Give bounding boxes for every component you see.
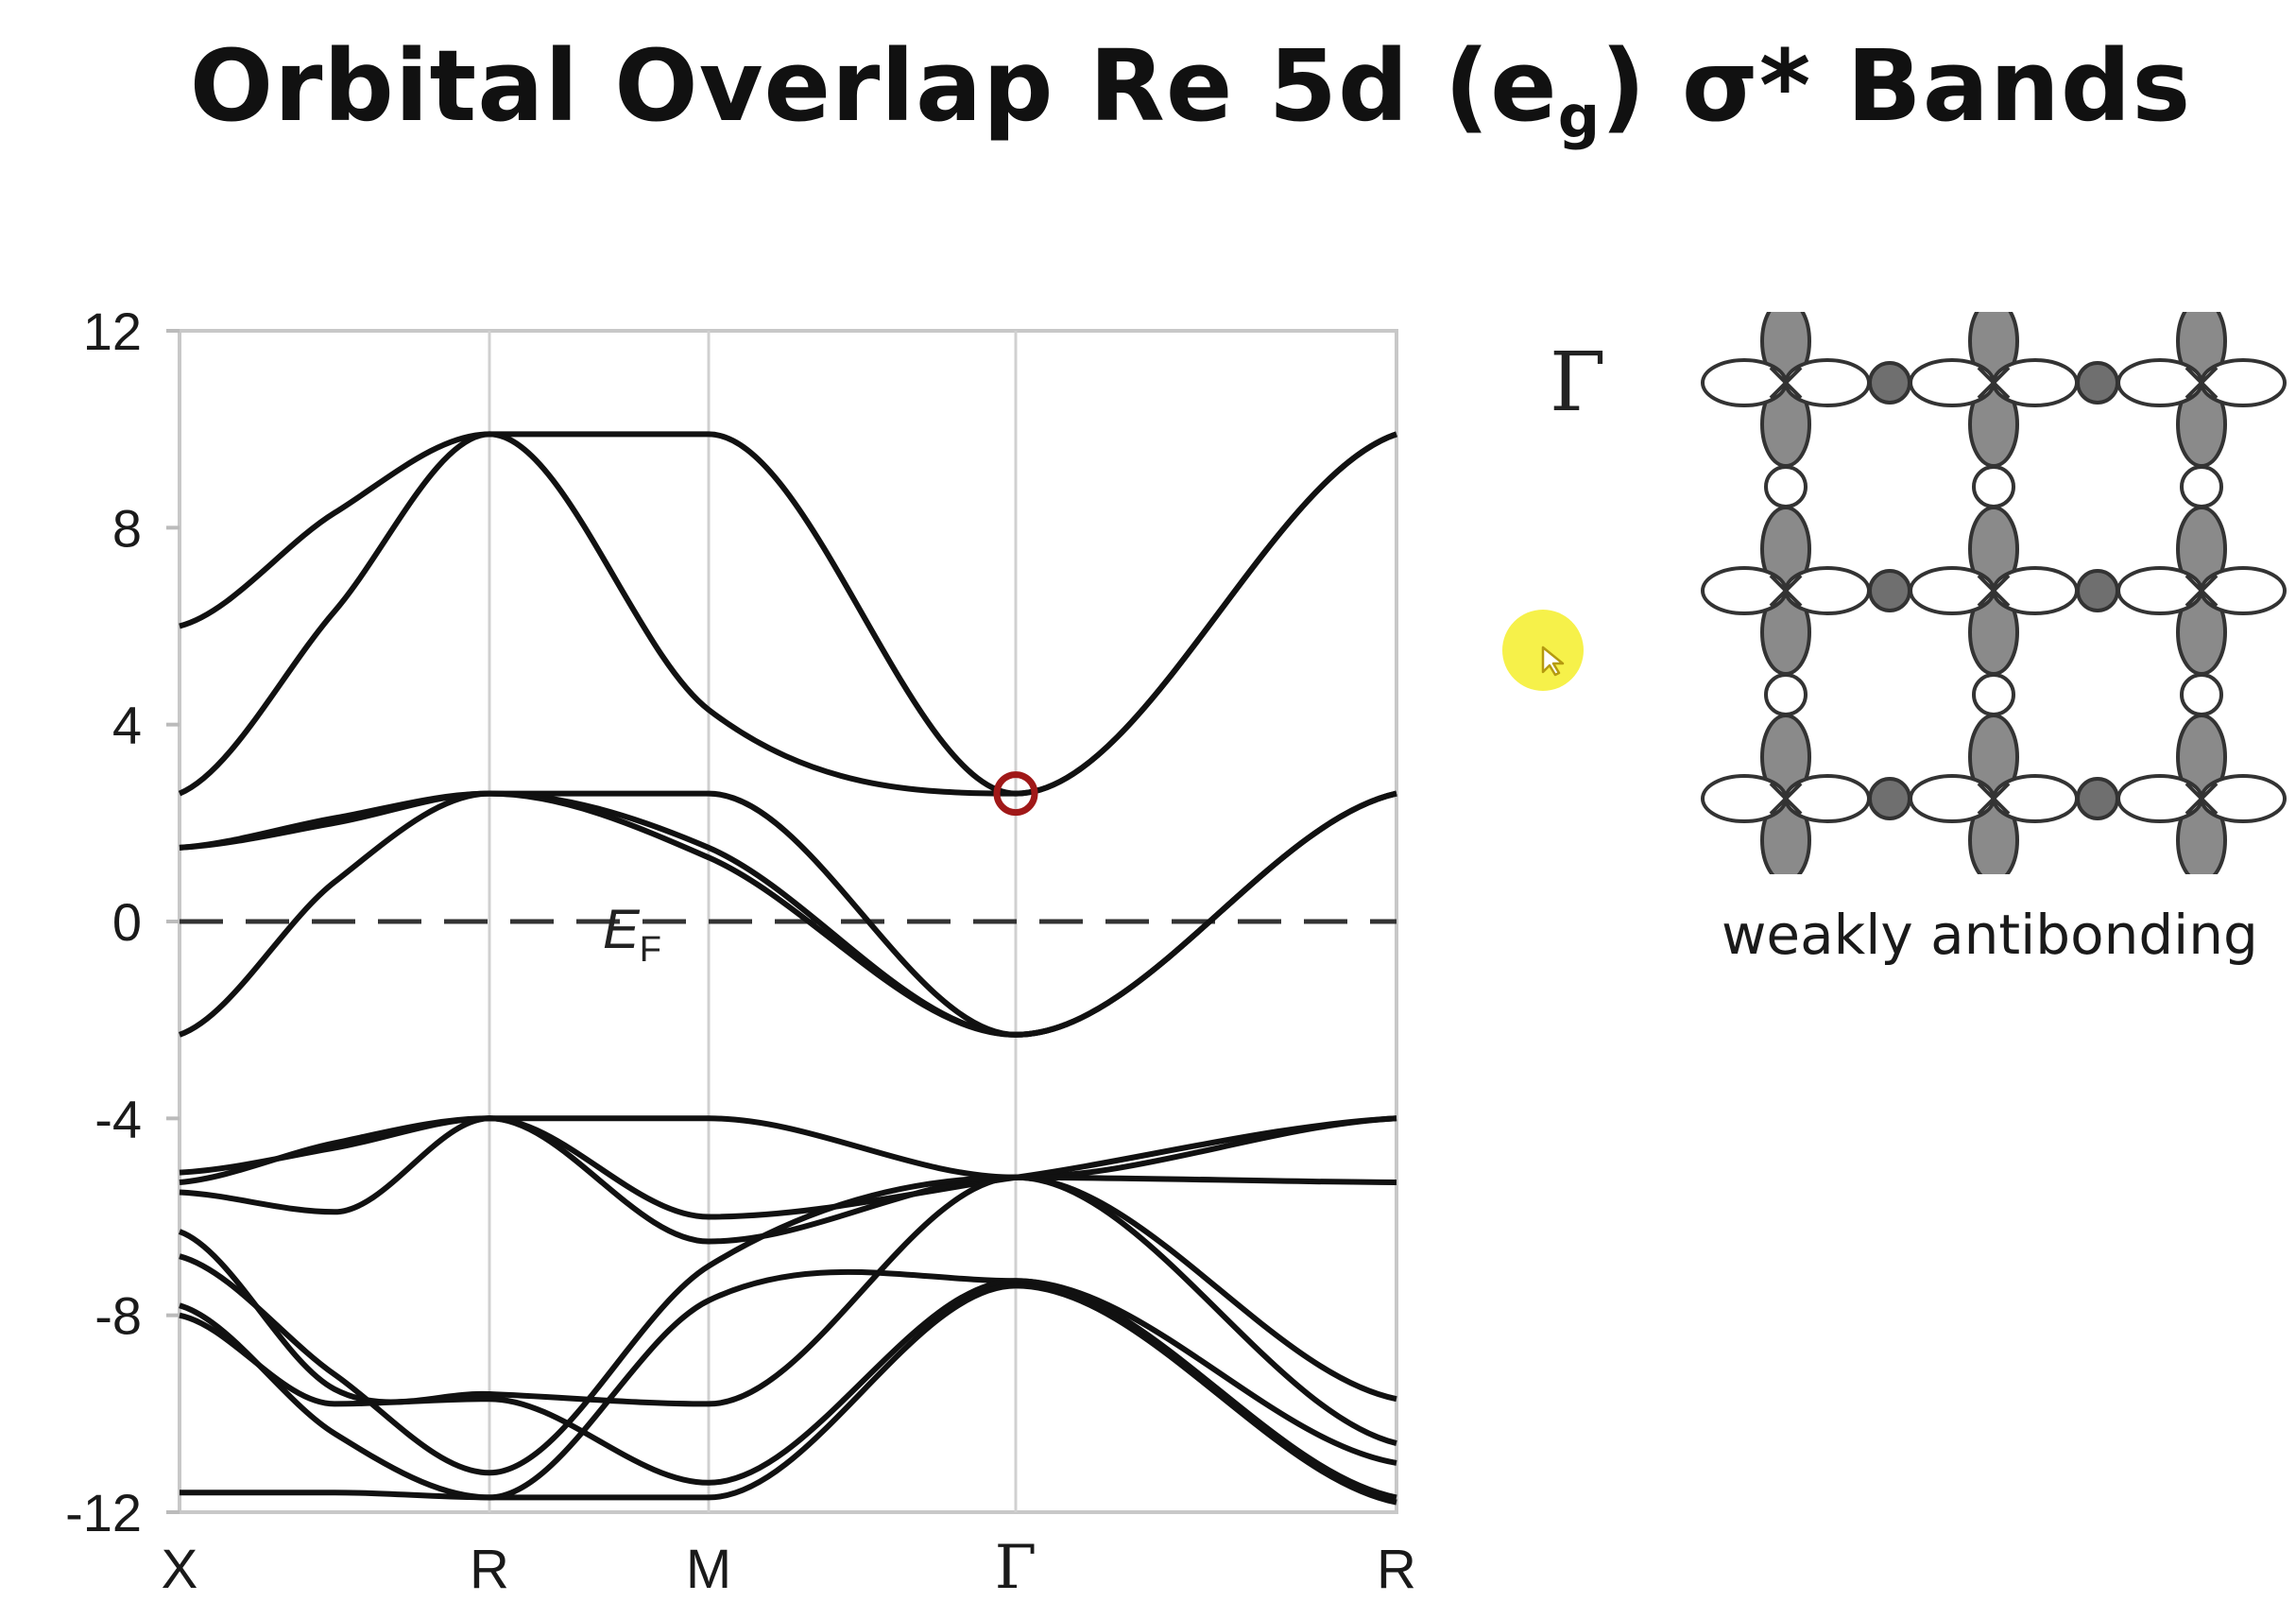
band-line <box>179 1115 1397 1180</box>
y-tick-label: 8 <box>112 498 142 558</box>
x-tick-label: R <box>470 1539 509 1600</box>
y-tick-label: 4 <box>112 696 142 755</box>
band-line <box>179 431 1397 797</box>
oxygen-orbital-filled <box>1868 569 1911 612</box>
fermi-level-label: EF <box>603 899 661 970</box>
y-tick-label: -12 <box>65 1483 142 1542</box>
d-orbital-lobe-empty <box>1909 566 1996 615</box>
slide-title: Orbital Overlap Re 5d (eg) σ* Bands <box>0 28 2296 151</box>
title-suffix: ) σ* Bands <box>1601 28 2192 144</box>
band-line <box>178 790 1397 1038</box>
d-orbital-lobe-empty <box>1992 774 2079 823</box>
y-tick-label: -8 <box>94 1286 142 1346</box>
oxygen-orbital-filled <box>1868 777 1911 820</box>
band-line <box>179 1268 1397 1501</box>
d-orbital-node <box>1977 366 2011 400</box>
band-line <box>179 1278 1397 1486</box>
d-orbital-lobe-empty <box>1784 566 1871 615</box>
band-line <box>179 1115 1397 1245</box>
oxygen-orbital-empty <box>1764 465 1808 508</box>
d-orbital-lobe-empty <box>1701 566 1788 615</box>
orbital-lattice-diagram <box>1701 312 2287 874</box>
x-tick-label: X <box>162 1539 198 1600</box>
title-subscript: g <box>1557 82 1602 151</box>
y-tick-label: 12 <box>83 301 142 361</box>
d-orbital-lobe-empty <box>1784 774 1871 823</box>
d-orbital-lobe-empty <box>2116 566 2203 615</box>
d-orbital-node <box>1977 782 2011 816</box>
fermi-level-label-sub: F <box>640 930 661 970</box>
band-line <box>178 1174 1397 1407</box>
gamma-point-label: Γ <box>1550 336 1606 430</box>
oxygen-orbital-empty <box>2180 673 2223 716</box>
d-orbital-lobe-empty <box>2200 566 2287 615</box>
d-orbital-lobe-empty <box>1701 358 1788 407</box>
oxygen-orbital-empty <box>2180 465 2223 508</box>
band-line <box>179 1115 1397 1220</box>
highlight-circle <box>993 771 1038 817</box>
d-orbital-lobe-empty <box>1701 774 1788 823</box>
oxygen-orbital-empty <box>1972 465 2015 508</box>
x-tick-label: M <box>686 1539 731 1600</box>
title-prefix: Orbital Overlap Re 5d (e <box>189 28 1558 144</box>
d-orbital-lobe-empty <box>2200 358 2287 407</box>
d-orbital-lobe-empty <box>1992 566 2079 615</box>
band-structure-chart: 12 8 4 0 -4 -8 -12 X R M Γ R EF <box>65 301 1416 1603</box>
x-tick-label: R <box>1377 1539 1416 1600</box>
d-orbital-node <box>1769 574 1803 608</box>
fermi-level-label-main: E <box>603 899 641 960</box>
d-orbital-lobe-empty <box>2200 774 2287 823</box>
oxygen-orbital-filled <box>2076 361 2119 405</box>
diagram-caption: weakly antibonding <box>1722 903 2258 967</box>
oxygen-orbital-filled <box>1868 361 1911 405</box>
d-orbital-node <box>1977 574 2011 608</box>
d-orbital-node <box>2185 782 2219 816</box>
d-orbital-node <box>2185 574 2219 608</box>
d-orbital-node <box>1769 782 1803 816</box>
oxygen-orbital-filled <box>2076 569 2119 612</box>
band-line <box>180 1283 1397 1506</box>
oxygen-orbital-empty <box>1764 673 1808 716</box>
d-orbital-node <box>1769 366 1803 400</box>
x-tick-label: Γ <box>995 1533 1037 1603</box>
d-orbital-lobe-empty <box>1784 358 1871 407</box>
oxygen-orbital-filled <box>2076 777 2119 820</box>
d-orbital-lobe-empty <box>2116 358 2203 407</box>
d-orbital-lobe-empty <box>2116 774 2203 823</box>
band-line <box>179 1174 1397 1476</box>
d-orbital-node <box>2185 366 2219 400</box>
y-tick-label: -4 <box>94 1089 142 1148</box>
cursor-arrow-icon <box>1541 646 1565 677</box>
d-orbital-lobe-empty <box>1992 358 2079 407</box>
oxygen-orbital-empty <box>1972 673 2015 716</box>
y-tick-label: 0 <box>112 892 142 952</box>
band-line <box>178 431 1397 797</box>
d-orbital-lobe-empty <box>1909 358 1996 407</box>
d-orbital-lobe-empty <box>1909 774 1996 823</box>
